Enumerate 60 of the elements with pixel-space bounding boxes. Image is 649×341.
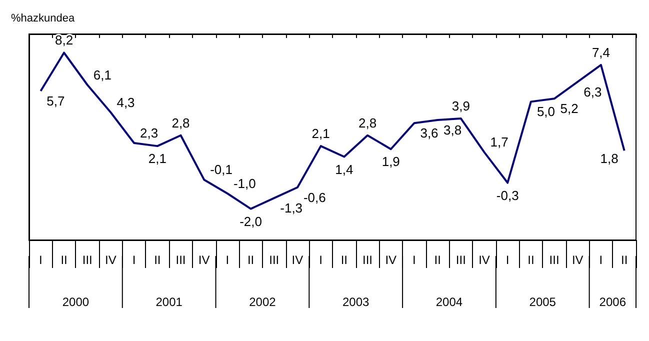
data-label: 6,1 bbox=[93, 67, 112, 82]
text: 2003 bbox=[342, 295, 370, 309]
x-tick-label: II bbox=[528, 253, 534, 267]
data-label: 2,1 bbox=[148, 151, 166, 166]
data-label: 5,7 bbox=[46, 93, 65, 108]
x-tick-label: III bbox=[549, 253, 560, 267]
data-label: 5,0 bbox=[536, 104, 556, 120]
x-tick-label: I bbox=[39, 253, 42, 267]
y-axis-title: %hazkundea bbox=[11, 12, 76, 24]
x-tick-label: IV bbox=[198, 253, 210, 267]
x-tick-label: I bbox=[506, 253, 510, 267]
x-tick-label: I bbox=[132, 253, 136, 267]
data-label: 6,3 bbox=[584, 84, 602, 100]
data-label: 2,8 bbox=[358, 115, 377, 130]
x-tick-label: II bbox=[60, 253, 68, 267]
text: 2000 bbox=[62, 295, 90, 309]
data-label: 2,3 bbox=[140, 126, 158, 140]
x-tick-label: I bbox=[599, 253, 603, 267]
x-tick-label: I bbox=[226, 253, 230, 267]
text: 2001 bbox=[156, 295, 183, 309]
x-tick-label: III bbox=[176, 253, 186, 267]
x-tick-label: I bbox=[319, 253, 322, 267]
data-label: 1,4 bbox=[335, 162, 354, 177]
x-tick-label: II bbox=[247, 253, 254, 267]
data-label: -0,3 bbox=[496, 188, 519, 203]
data-label: 3,9 bbox=[452, 98, 470, 114]
x-tick-label: II bbox=[620, 253, 628, 267]
x-tick-label: IV bbox=[292, 253, 304, 267]
x-tick-label: II bbox=[434, 253, 441, 267]
x-tick-label: II bbox=[340, 253, 348, 267]
x-tick-label: IV bbox=[105, 253, 116, 267]
data-label: 5,2 bbox=[560, 101, 578, 116]
data-label: -1,3 bbox=[280, 200, 303, 216]
data-label: 3,6 bbox=[420, 126, 438, 141]
x-tick-label: I bbox=[412, 253, 416, 267]
text: 2004 bbox=[436, 295, 463, 309]
data-label: -0,1 bbox=[210, 162, 232, 178]
x-tick-label: III bbox=[456, 253, 466, 267]
data-label: 1,8 bbox=[600, 151, 618, 166]
data-label: -2,0 bbox=[240, 214, 262, 229]
text: 2005 bbox=[529, 295, 556, 309]
data-label: 7,4 bbox=[592, 44, 610, 60]
text: 2006 bbox=[599, 295, 626, 309]
data-label: 8,2 bbox=[54, 32, 74, 48]
x-tick-label: IV bbox=[385, 253, 397, 267]
x-tick-label: II bbox=[154, 253, 161, 267]
data-label: -0,6 bbox=[303, 190, 326, 205]
x-tick-label: III bbox=[362, 253, 373, 267]
x-tick-label: IV bbox=[572, 253, 584, 267]
x-tick-label: III bbox=[82, 253, 92, 267]
data-label: 1,7 bbox=[490, 134, 508, 150]
data-label: 3,8 bbox=[444, 122, 462, 138]
data-label: 1,9 bbox=[382, 154, 400, 170]
text: 2002 bbox=[249, 295, 276, 309]
x-tick-label: IV bbox=[478, 253, 490, 267]
data-label: -1,0 bbox=[233, 176, 256, 191]
data-label: 2,1 bbox=[312, 126, 330, 142]
data-label: 4,3 bbox=[116, 94, 135, 110]
x-tick-label: III bbox=[269, 253, 280, 267]
data-label: 2,8 bbox=[172, 115, 190, 130]
